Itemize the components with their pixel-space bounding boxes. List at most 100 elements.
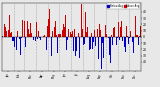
Bar <box>14 37 15 47</box>
Bar <box>29 34 30 37</box>
Bar <box>2 36 3 37</box>
Bar <box>102 37 103 43</box>
Bar <box>79 37 80 58</box>
Bar <box>105 25 106 37</box>
Bar <box>6 31 7 37</box>
Bar <box>4 24 5 37</box>
Bar <box>68 29 69 37</box>
Bar <box>89 37 90 50</box>
Bar <box>127 36 128 37</box>
Bar <box>107 37 108 47</box>
Bar <box>26 23 27 37</box>
Bar <box>136 35 137 37</box>
Bar <box>122 37 123 41</box>
Bar <box>124 37 125 47</box>
Bar <box>133 37 134 53</box>
Bar <box>71 34 72 37</box>
Bar <box>87 27 88 37</box>
Bar <box>70 32 71 37</box>
Bar <box>24 21 25 37</box>
Bar <box>5 27 6 37</box>
Bar <box>54 27 55 37</box>
Bar <box>132 37 133 42</box>
Bar <box>103 37 104 58</box>
Bar <box>128 37 129 44</box>
Bar <box>52 31 53 37</box>
Bar <box>93 37 94 42</box>
Bar <box>81 5 82 37</box>
Bar <box>7 37 8 55</box>
Bar <box>69 37 70 43</box>
Bar <box>96 35 97 37</box>
Bar <box>12 37 13 41</box>
Bar <box>98 37 99 59</box>
Bar <box>129 37 130 38</box>
Bar <box>113 28 114 37</box>
Bar <box>19 37 20 39</box>
Bar <box>104 22 105 37</box>
Bar <box>84 37 85 44</box>
Bar <box>72 34 73 37</box>
Bar <box>114 27 115 37</box>
Bar <box>120 27 121 37</box>
Bar <box>66 37 67 50</box>
Bar <box>33 37 34 40</box>
Bar <box>139 15 140 37</box>
Bar <box>90 37 91 49</box>
Bar <box>25 37 26 47</box>
Bar <box>36 22 37 37</box>
Bar <box>44 35 45 37</box>
Bar <box>117 37 118 38</box>
Bar <box>30 23 31 37</box>
Bar <box>15 37 16 49</box>
Bar <box>76 37 77 51</box>
Bar <box>101 37 102 69</box>
Bar <box>51 37 52 56</box>
Bar <box>75 37 76 56</box>
Bar <box>106 34 107 37</box>
Bar <box>59 34 60 37</box>
Bar <box>9 15 10 37</box>
Bar <box>13 37 14 41</box>
Bar <box>130 31 131 37</box>
Bar <box>62 30 63 37</box>
Bar <box>118 22 119 37</box>
Bar <box>27 21 28 37</box>
Bar <box>140 26 141 37</box>
Bar <box>83 37 84 45</box>
Bar <box>91 33 92 37</box>
Bar <box>126 26 127 37</box>
Bar <box>92 37 93 49</box>
Bar <box>49 9 50 37</box>
Legend: Below Avg, Above Avg: Below Avg, Above Avg <box>107 3 140 9</box>
Bar <box>121 21 122 37</box>
Bar <box>22 20 23 37</box>
Bar <box>16 37 17 50</box>
Bar <box>112 37 113 45</box>
Bar <box>100 30 101 37</box>
Bar <box>95 37 96 46</box>
Bar <box>94 30 95 37</box>
Bar <box>35 37 36 41</box>
Bar <box>67 37 68 40</box>
Bar <box>65 15 66 37</box>
Bar <box>23 37 24 44</box>
Bar <box>80 34 81 37</box>
Bar <box>28 29 29 37</box>
Bar <box>108 37 109 38</box>
Bar <box>82 29 83 37</box>
Bar <box>99 24 100 37</box>
Bar <box>86 32 87 37</box>
Bar <box>119 37 120 40</box>
Bar <box>8 30 9 37</box>
Bar <box>123 37 124 39</box>
Bar <box>77 37 78 55</box>
Bar <box>17 31 18 37</box>
Bar <box>63 24 64 37</box>
Bar <box>116 37 117 45</box>
Bar <box>111 35 112 37</box>
Bar <box>10 33 11 37</box>
Bar <box>134 37 135 44</box>
Bar <box>137 35 138 37</box>
Bar <box>38 31 39 37</box>
